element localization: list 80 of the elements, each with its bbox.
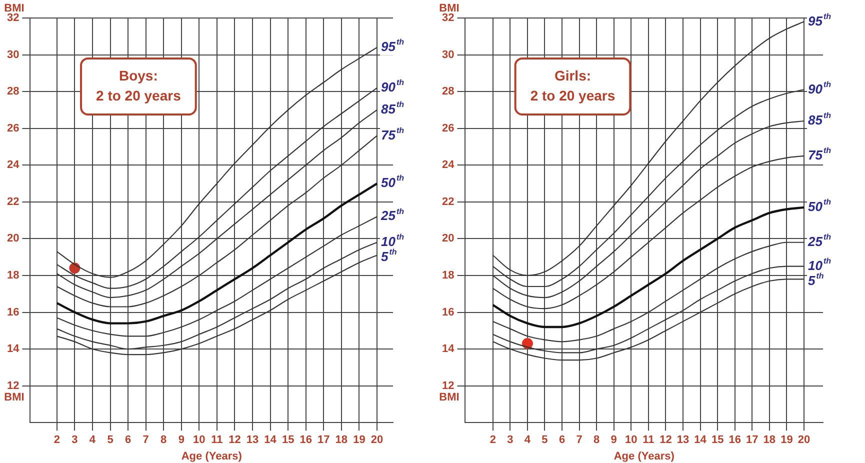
x-tick-label: 4 xyxy=(524,434,532,446)
y-tick-label: 18 xyxy=(442,270,454,282)
x-tick-label: 17 xyxy=(318,434,330,446)
x-tick-label: 16 xyxy=(728,434,741,446)
y-tick-label: 16 xyxy=(6,306,20,318)
y-tick-label: 14 xyxy=(6,343,20,356)
x-tick-label: 18 xyxy=(335,434,348,446)
line-series xyxy=(492,89,805,288)
x-tick-label: 7 xyxy=(576,434,582,446)
x-tick-label: 7 xyxy=(142,434,149,446)
line-series xyxy=(56,242,378,350)
x-tick-label: 15 xyxy=(282,434,294,446)
y-tick-label: 22 xyxy=(442,196,454,208)
line-series xyxy=(492,242,805,342)
y-tick-label: 12 xyxy=(6,380,20,392)
x-axis-title: Age (Years) xyxy=(614,450,675,462)
text: Boys: 2 to 20 years xyxy=(96,67,182,104)
x-tick-label: 14 xyxy=(264,434,278,446)
y-tick-label: 24 xyxy=(442,159,456,172)
y-tick-label: 14 xyxy=(442,343,456,356)
x-tick-label: 3 xyxy=(72,434,78,446)
x-tick-label: 5 xyxy=(542,434,548,446)
y-tick-label: 32 xyxy=(442,12,454,24)
x-tick-label: 12 xyxy=(228,434,241,446)
y-tick-label: 26 xyxy=(6,122,20,134)
y-tick-label: 30 xyxy=(6,48,20,61)
x-tick-label: 11 xyxy=(642,434,654,446)
x-tick-label: 16 xyxy=(300,434,312,446)
text: Girls: 2 to 20 years xyxy=(530,67,616,104)
y-tick-label: 32 xyxy=(6,12,20,24)
line-series xyxy=(492,21,805,276)
y-tick-label: 12 xyxy=(442,380,454,392)
x-tick-label: 10 xyxy=(193,434,206,446)
line-series xyxy=(56,135,378,308)
x-tick-label: 2 xyxy=(490,434,496,446)
y-tick-label: 18 xyxy=(6,270,20,282)
line-series xyxy=(492,120,805,298)
x-tick-label: 15 xyxy=(711,434,724,446)
y-tick-label: 16 xyxy=(442,306,454,318)
x-tick-label: 8 xyxy=(160,434,167,446)
line-series xyxy=(56,46,378,278)
line-series xyxy=(492,206,806,328)
x-tick-label: 12 xyxy=(660,434,672,446)
x-tick-label: 19 xyxy=(780,434,793,446)
y-tick-label: 20 xyxy=(6,232,20,245)
y-tick-label: 28 xyxy=(442,86,454,98)
x-tick-label: 20 xyxy=(370,434,384,446)
x-tick-label: 19 xyxy=(353,434,366,446)
line-series xyxy=(56,216,378,337)
line-series xyxy=(56,254,378,356)
x-tick-label: 4 xyxy=(89,434,96,446)
x-tick-label: 9 xyxy=(610,434,617,446)
x-tick-label: 13 xyxy=(676,434,690,446)
x-tick-label: 20 xyxy=(798,434,810,446)
x-tick-label: 14 xyxy=(694,434,708,446)
x-tick-label: 10 xyxy=(625,434,638,446)
y-tick-label: 22 xyxy=(6,196,20,208)
line-series xyxy=(492,266,805,354)
x-tick-label: 17 xyxy=(746,434,758,446)
x-tick-label: 2 xyxy=(54,434,60,446)
y-tick-label: 28 xyxy=(6,86,20,98)
x-tick-label: 3 xyxy=(507,434,514,446)
line-series xyxy=(492,155,805,310)
y-tick-label: 24 xyxy=(6,159,20,172)
x-axis-title: Age (Years) xyxy=(181,450,242,462)
line-series xyxy=(492,278,805,361)
y-tick-label: 20 xyxy=(442,232,454,245)
x-tick-label: 13 xyxy=(246,434,259,446)
y-axis-title: BMI xyxy=(439,391,460,404)
y-tick-label: 26 xyxy=(442,122,454,134)
x-tick-label: 5 xyxy=(107,434,114,446)
x-tick-label: 18 xyxy=(763,434,776,446)
y-axis-title: BMI xyxy=(4,391,24,404)
x-tick-label: 9 xyxy=(178,434,184,446)
y-tick-label: 30 xyxy=(442,48,454,61)
x-tick-label: 8 xyxy=(594,434,600,446)
line-series xyxy=(56,182,378,324)
x-tick-label: 6 xyxy=(124,434,132,446)
x-tick-label: 6 xyxy=(558,434,566,446)
x-tick-label: 11 xyxy=(211,434,223,446)
